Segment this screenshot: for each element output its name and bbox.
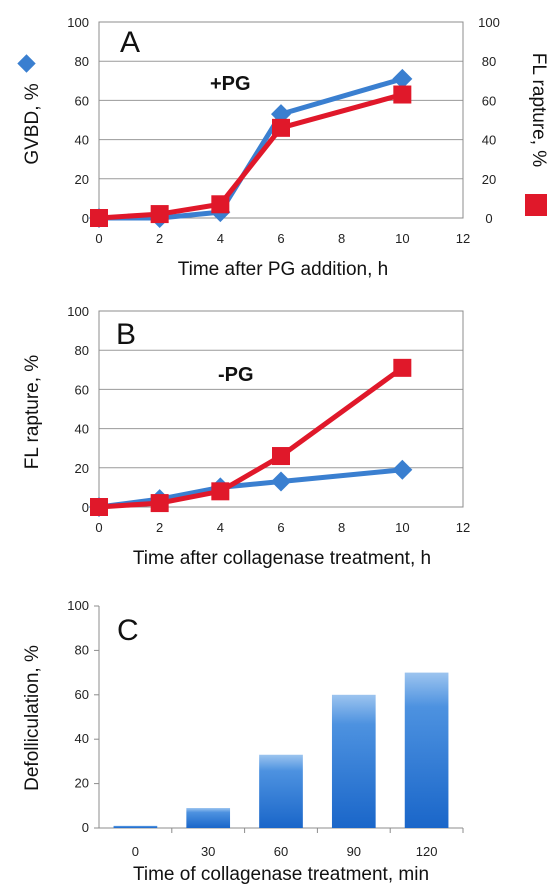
panel-c-letter: C bbox=[117, 614, 139, 647]
y-tick-label: 40 bbox=[75, 133, 89, 148]
legend-gvbd-diamond-icon bbox=[17, 54, 36, 73]
series-2-point bbox=[150, 205, 169, 224]
panel-c-tick-labels: 0 20 40 60 80 100 0 30 60 90 120 bbox=[67, 598, 437, 859]
y-tick-label: 80 bbox=[75, 343, 89, 358]
panel-b-x-axis-title: Time after collagenase treatment, h bbox=[133, 548, 431, 569]
panel-b-annotation: -PG bbox=[218, 364, 254, 386]
y-tick-label: 20 bbox=[75, 776, 89, 791]
series-1-point bbox=[392, 459, 413, 480]
x-tick-label: 8 bbox=[338, 520, 345, 535]
x-tick-label: 6 bbox=[277, 231, 284, 246]
bar bbox=[259, 754, 303, 828]
y-tick-label: 100 bbox=[67, 598, 89, 613]
y2-tick-label: 100 bbox=[478, 15, 500, 30]
y-tick-label: 60 bbox=[75, 687, 89, 702]
panel-a-tick-labels: 0 20 40 60 80 100 0 20 40 60 80 100 0 2 4 6 8 10 12 bbox=[67, 15, 500, 246]
panel-a-y2-axis-title: FL rapture, % bbox=[528, 53, 549, 168]
x-tick-label: 120 bbox=[416, 844, 438, 859]
series-1-line bbox=[99, 76, 404, 221]
series-2-line bbox=[98, 92, 403, 221]
y-tick-label: 100 bbox=[67, 15, 89, 30]
series-2-point bbox=[211, 195, 230, 214]
panel-a-y-axis-title: GVBD, % bbox=[22, 83, 43, 164]
x-tick-label: 90 bbox=[347, 844, 361, 859]
x-tick-label: 2 bbox=[156, 231, 163, 246]
y-tick-label: 0 bbox=[82, 820, 89, 835]
y-tick-label: 40 bbox=[75, 422, 89, 437]
y2-tick-label: 0 bbox=[485, 211, 492, 226]
x-tick-label: 60 bbox=[274, 844, 288, 859]
panel-a-annotation: +PG bbox=[210, 73, 251, 95]
y-tick-label: 20 bbox=[75, 172, 89, 187]
panel-b: 0 20 40 60 80 100 0 2 4 6 8 10 12 B -PG FL rapture, … bbox=[22, 304, 470, 569]
panel-a-letter: A bbox=[120, 26, 140, 59]
x-tick-label: 10 bbox=[395, 231, 409, 246]
y-tick-label: 60 bbox=[75, 93, 89, 108]
panel-b-letter: B bbox=[116, 318, 136, 351]
y-tick-label: 80 bbox=[75, 54, 89, 69]
x-tick-label: 6 bbox=[277, 520, 284, 535]
panel-b-tick-labels: 0 20 40 60 80 100 0 2 4 6 8 10 12 bbox=[67, 304, 470, 535]
series-1-point bbox=[271, 471, 291, 492]
x-tick-label: 12 bbox=[456, 520, 470, 535]
panel-b-plot-area bbox=[98, 310, 464, 508]
x-tick-label: 10 bbox=[395, 520, 409, 535]
x-tick-label: 2 bbox=[156, 520, 163, 535]
y2-tick-label: 60 bbox=[482, 93, 496, 108]
y-tick-label: 60 bbox=[75, 382, 89, 397]
x-tick-label: 30 bbox=[201, 844, 215, 859]
x-tick-label: 12 bbox=[456, 231, 470, 246]
series-2-point bbox=[90, 209, 108, 227]
bar bbox=[186, 808, 231, 828]
series-2-point bbox=[211, 482, 230, 501]
y-tick-label: 80 bbox=[75, 642, 89, 657]
bar bbox=[331, 694, 376, 828]
series-2-point bbox=[150, 494, 169, 513]
panel-b-y-axis-title: FL rapture, % bbox=[22, 355, 43, 470]
x-tick-label: 4 bbox=[217, 520, 224, 535]
x-tick-label: 0 bbox=[95, 231, 102, 246]
panel-c-bars bbox=[113, 672, 449, 828]
series-1-point bbox=[392, 68, 413, 89]
y2-tick-label: 40 bbox=[482, 133, 496, 148]
x-tick-label: 0 bbox=[132, 844, 139, 859]
panel-a-plot-area bbox=[98, 21, 464, 219]
bar bbox=[404, 672, 449, 828]
y-tick-label: 20 bbox=[75, 461, 89, 476]
series-2-point bbox=[393, 85, 412, 104]
series-2-point bbox=[272, 447, 290, 466]
x-tick-label: 4 bbox=[217, 231, 224, 246]
y2-tick-label: 20 bbox=[482, 172, 496, 187]
panel-c-x-axis-title: Time of collagenase treatment, min bbox=[133, 864, 429, 885]
y-tick-label: 0 bbox=[82, 211, 89, 226]
series-2-point bbox=[393, 358, 412, 377]
y-tick-label: 0 bbox=[82, 500, 89, 515]
panel-a-x-axis-title: Time after PG addition, h bbox=[178, 259, 389, 280]
y2-tick-label: 80 bbox=[482, 54, 496, 69]
bar bbox=[113, 825, 158, 828]
x-tick-label: 0 bbox=[95, 520, 102, 535]
panel-c: 0 20 40 60 80 100 0 30 60 90 120 C Defolliculation… bbox=[22, 598, 464, 885]
x-tick-label: 8 bbox=[338, 231, 345, 246]
y-tick-label: 100 bbox=[67, 304, 89, 319]
panel-b-series bbox=[89, 358, 413, 517]
series-2-point bbox=[272, 118, 290, 137]
panel-c-y-axis-title: Defolliculation, % bbox=[22, 645, 43, 791]
y-tick-label: 40 bbox=[75, 731, 89, 746]
series-2-point bbox=[90, 498, 108, 516]
legend-fl-rapture-square-icon bbox=[525, 194, 547, 216]
panel-a-series bbox=[89, 68, 413, 228]
